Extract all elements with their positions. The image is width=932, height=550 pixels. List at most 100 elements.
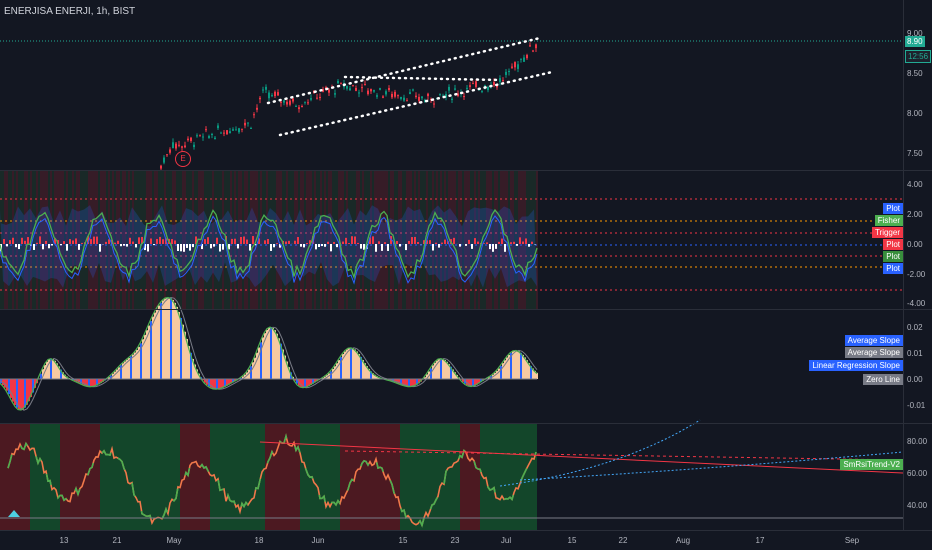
candle-body (310, 98, 312, 100)
slope-column (330, 371, 332, 379)
rsi-bg-zone (340, 424, 400, 530)
candle-body (445, 94, 447, 98)
slope-column (20, 379, 22, 411)
pane-separator[interactable] (0, 170, 932, 171)
fisher-tick: 0.00 (907, 240, 923, 249)
fisher-histogram-bar (93, 236, 95, 244)
fisher-bg-bar (270, 171, 272, 309)
candle-body (403, 97, 405, 101)
fisher-histogram-bar (144, 244, 146, 251)
slope-column (308, 379, 310, 387)
slope-column (108, 377, 110, 379)
slope-column (178, 312, 180, 379)
slope-column (304, 379, 306, 388)
linear-regression-slope-line (0, 296, 538, 411)
slope-column (368, 368, 370, 379)
slope-column (56, 363, 58, 379)
candle-body (208, 136, 210, 138)
fisher-bg-bar (384, 171, 386, 309)
slope-column (438, 359, 440, 379)
fisher-histogram-bar (117, 240, 119, 244)
fisher-histogram-bar (354, 236, 356, 244)
fisher-bg-bar (238, 171, 240, 309)
candle-body (286, 101, 288, 105)
candle-body (523, 57, 525, 62)
slope-column (522, 354, 524, 379)
fisher-bg-bar (438, 171, 440, 309)
slope-column (192, 358, 194, 379)
candle-body (406, 100, 408, 102)
slope-column (264, 333, 266, 379)
candle-body (361, 87, 363, 89)
fisher-histogram-bar (333, 241, 335, 244)
fisher-histogram-bar (351, 236, 353, 244)
fisher-bg-bar (64, 171, 66, 309)
fisher-histogram-bar (201, 244, 203, 250)
fisher-legend-plot: Plot (883, 239, 903, 250)
slope-column (230, 379, 232, 384)
candle-body (298, 107, 300, 110)
slope-column (354, 349, 356, 379)
fisher-bg-bar (118, 171, 120, 309)
rsi-bg-zone (300, 424, 340, 530)
fisher-bg-bar (284, 171, 286, 309)
fisher-histogram-bar (246, 239, 248, 244)
fisher-histogram-bar (36, 242, 38, 244)
slope-column (40, 373, 42, 379)
fisher-bg-bar (536, 171, 538, 309)
fisher-bg-bar (320, 171, 322, 309)
slope-column (524, 357, 526, 379)
candle-body (346, 86, 348, 89)
fisher-histogram-bar (24, 240, 26, 244)
earnings-event-badge[interactable]: E (175, 151, 191, 167)
slope-column (536, 372, 538, 379)
fisher-histogram-bar (171, 239, 173, 244)
slope-column (46, 361, 48, 379)
candle-body (265, 86, 267, 90)
fisher-bg-bar (220, 171, 222, 309)
candle-body (283, 100, 285, 103)
slope-column (242, 376, 244, 379)
slope-column (202, 379, 204, 381)
fisher-bg-bar (84, 171, 86, 309)
candle-body (181, 146, 183, 148)
fisher-bg-bar (212, 171, 214, 309)
slope-column (30, 379, 32, 398)
fisher-histogram-bar (3, 239, 5, 244)
slope-column (336, 363, 338, 379)
fisher-bg-bar (510, 171, 512, 309)
slope-column (468, 379, 470, 387)
fisher-histogram-bar (396, 240, 398, 244)
slope-column (396, 379, 398, 383)
pane-separator[interactable] (0, 423, 932, 424)
fisher-histogram-bar (39, 236, 41, 244)
fisher-bg-bar (470, 171, 472, 309)
fisher-bg-bar (218, 171, 220, 309)
candle-body (166, 154, 168, 156)
fisher-bg-bar (264, 171, 266, 309)
candle-body (421, 96, 423, 99)
slope-column (436, 360, 438, 379)
candle-body (454, 88, 456, 90)
slope-column (472, 379, 474, 387)
slope-column (122, 363, 124, 379)
slope-column (440, 358, 442, 379)
candle-body (244, 122, 246, 126)
channel-upper-line (266, 36, 542, 105)
slope-column (222, 379, 224, 388)
fisher-histogram-bar (240, 236, 242, 244)
slope-column (126, 359, 128, 379)
fisher-bg-bar (324, 171, 326, 309)
rsi-bg-zone (210, 424, 265, 530)
slope-column (476, 379, 478, 385)
candle-body (415, 95, 417, 98)
fisher-histogram-bar (486, 242, 488, 244)
fisher-histogram-bar (432, 244, 434, 251)
fisher-bg-bar (408, 171, 410, 309)
fisher-bg-bar (260, 171, 262, 309)
pane-separator[interactable] (0, 309, 932, 310)
fisher-bg-bar (46, 171, 48, 309)
channel-lower-line (278, 70, 554, 137)
slope-column (28, 379, 30, 402)
